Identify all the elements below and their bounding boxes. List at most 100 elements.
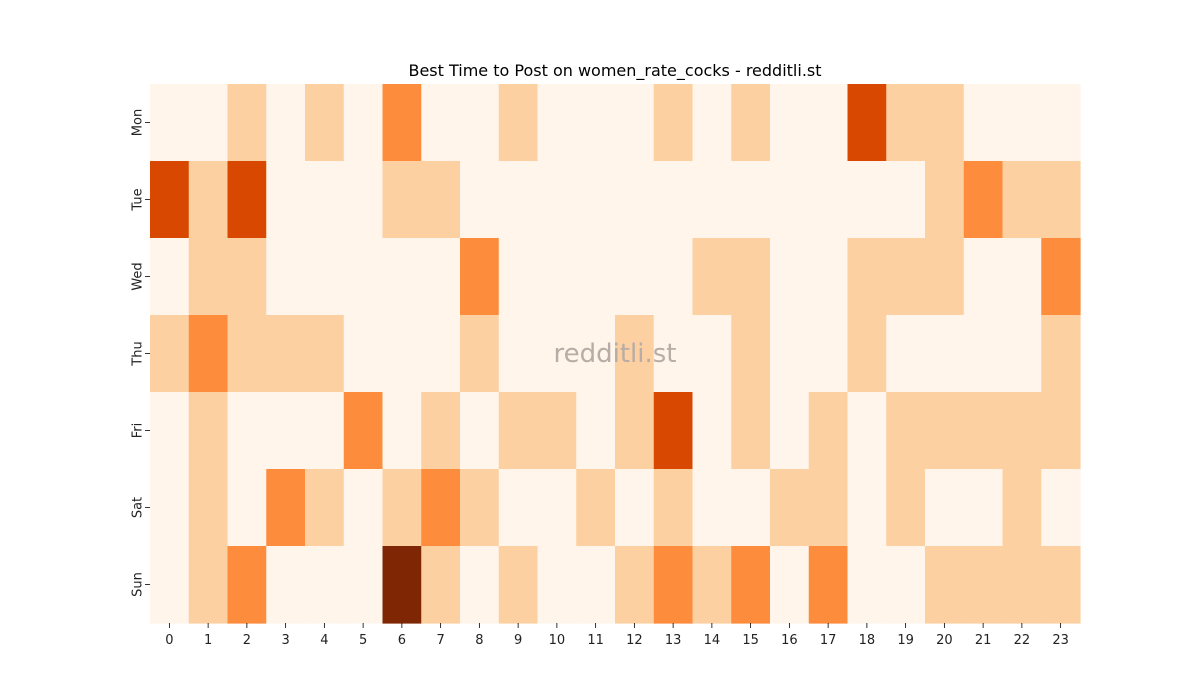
heatmap-cell-mon-1 (188, 84, 229, 162)
heatmap-cell-mon-15 (731, 84, 771, 162)
heatmap-cell-sun-13 (653, 546, 694, 624)
heatmap-cell-mon-19 (886, 84, 926, 162)
y-tick-label: Wed (131, 262, 146, 290)
heatmap-cell-mon-20 (925, 84, 965, 162)
heatmap-cell-sun-18 (847, 546, 887, 624)
heatmap-cell-wed-17 (808, 238, 849, 316)
heatmap-cell-wed-12 (615, 238, 655, 316)
x-tick-label: 13 (665, 633, 682, 648)
x-tick-label: 3 (281, 633, 289, 648)
heatmap-cell-tue-20 (925, 161, 965, 239)
heatmap-cell-wed-5 (343, 238, 384, 316)
heatmap-cell-tue-0 (150, 161, 190, 239)
heatmap-cell-mon-7 (421, 84, 461, 162)
heatmap-cell-sun-20 (925, 546, 965, 624)
heatmap-cell-wed-7 (421, 238, 461, 316)
heatmap-cell-thu-5 (343, 315, 384, 393)
heatmap-cell-thu-13 (653, 315, 694, 393)
y-tick-label: Sun (131, 572, 146, 597)
heatmap-cell-sun-8 (460, 546, 500, 624)
heatmap-cell-sat-12 (615, 469, 655, 547)
x-tick-label: 0 (165, 633, 173, 648)
heatmap-cell-fri-1 (188, 392, 229, 470)
heatmap-cell-thu-0 (150, 315, 190, 393)
heatmap-cell-wed-1 (188, 238, 229, 316)
heatmap-cell-sun-16 (770, 546, 810, 624)
y-tick-label: Fri (131, 423, 146, 439)
heatmap-cell-fri-6 (382, 392, 422, 470)
heatmap-cell-thu-23 (1041, 315, 1081, 393)
heatmap-cell-thu-15 (731, 315, 771, 393)
heatmap-cell-thu-14 (692, 315, 732, 393)
heatmap-cell-mon-17 (808, 84, 849, 162)
heatmap-cell-thu-4 (305, 315, 345, 393)
heatmap-cell-mon-5 (343, 84, 384, 162)
heatmap-cell-fri-20 (925, 392, 965, 470)
chart-title: Best Time to Post on women_rate_cocks - … (408, 61, 821, 81)
heatmap-cell-sat-10 (537, 469, 577, 547)
heatmap-cell-sun-0 (150, 546, 190, 624)
heatmap-cell-tue-2 (227, 161, 267, 239)
x-tick-label: 18 (859, 633, 876, 648)
heatmap-cell-sat-22 (1002, 469, 1042, 547)
y-tick-label: Thu (131, 341, 146, 366)
heatmap-cell-fri-16 (770, 392, 810, 470)
y-tick-label: Tue (131, 188, 146, 211)
heatmap-cell-fri-5 (343, 392, 384, 470)
heatmap-cell-wed-9 (498, 238, 539, 316)
heatmap-cell-tue-22 (1002, 161, 1042, 239)
heatmap-cell-fri-18 (847, 392, 887, 470)
heatmap-cell-sun-19 (886, 546, 926, 624)
heatmap-cell-tue-12 (615, 161, 655, 239)
heatmap-cell-mon-3 (266, 84, 306, 162)
y-axis-ticks: Mon Tue Wed Thu Fri Sat Sun (131, 109, 150, 597)
heatmap-cell-sat-18 (847, 469, 887, 547)
heatmap-cell-sat-9 (498, 469, 539, 547)
x-tick-label: 5 (359, 633, 367, 648)
heatmap-cell-sat-23 (1041, 469, 1081, 547)
heatmap-cell-tue-9 (498, 161, 539, 239)
heatmap-cell-fri-23 (1041, 392, 1081, 470)
heatmap-cell-fri-2 (227, 392, 267, 470)
heatmap-cell-fri-10 (537, 392, 577, 470)
x-tick-label: 17 (820, 633, 837, 648)
heatmap-cell-sun-5 (343, 546, 384, 624)
heatmap-cell-thu-3 (266, 315, 306, 393)
x-tick-label: 11 (587, 633, 604, 648)
heatmap-cell-thu-11 (576, 315, 616, 393)
heatmap-cell-mon-0 (150, 84, 190, 162)
heatmap-cell-sun-22 (1002, 546, 1042, 624)
heatmap-cell-fri-0 (150, 392, 190, 470)
heatmap-cell-mon-4 (305, 84, 345, 162)
heatmap-cell-mon-22 (1002, 84, 1042, 162)
heatmap-cell-sun-9 (498, 546, 539, 624)
x-tick-label: 4 (320, 633, 328, 648)
heatmap-cell-sun-3 (266, 546, 306, 624)
heatmap-cell-thu-6 (382, 315, 422, 393)
heatmap-cell-wed-19 (886, 238, 926, 316)
heatmap-cell-sun-4 (305, 546, 345, 624)
heatmap-cell-mon-9 (498, 84, 539, 162)
heatmap-cell-thu-16 (770, 315, 810, 393)
heatmap-cell-thu-9 (498, 315, 539, 393)
heatmap-cell-mon-18 (847, 84, 887, 162)
heatmap-cell-wed-10 (537, 238, 577, 316)
heatmap-cell-wed-23 (1041, 238, 1081, 316)
x-axis-ticks: 0 1 2 3 4 5 6 7 8 9 10 11 12 13 14 15 16 17 18 19 20 21 22 23 (165, 623, 1069, 648)
y-tick-label: Sat (131, 497, 146, 518)
heatmap-cell-sat-13 (653, 469, 694, 547)
heatmap-cell-tue-6 (382, 161, 422, 239)
heatmap-cell-thu-21 (963, 315, 1004, 393)
heatmap-cell-tue-10 (537, 161, 577, 239)
x-tick-label: 20 (936, 633, 953, 648)
heatmap-cell-tue-1 (188, 161, 229, 239)
heatmap-cell-sat-20 (925, 469, 965, 547)
heatmap-cell-sun-1 (188, 546, 229, 624)
watermark-text: redditli.st (554, 339, 677, 369)
heatmap-cell-wed-15 (731, 238, 771, 316)
heatmap-cell-thu-1 (188, 315, 229, 393)
heatmap-cell-tue-21 (963, 161, 1004, 239)
heatmap-cell-mon-12 (615, 84, 655, 162)
heatmap-cell-fri-9 (498, 392, 539, 470)
